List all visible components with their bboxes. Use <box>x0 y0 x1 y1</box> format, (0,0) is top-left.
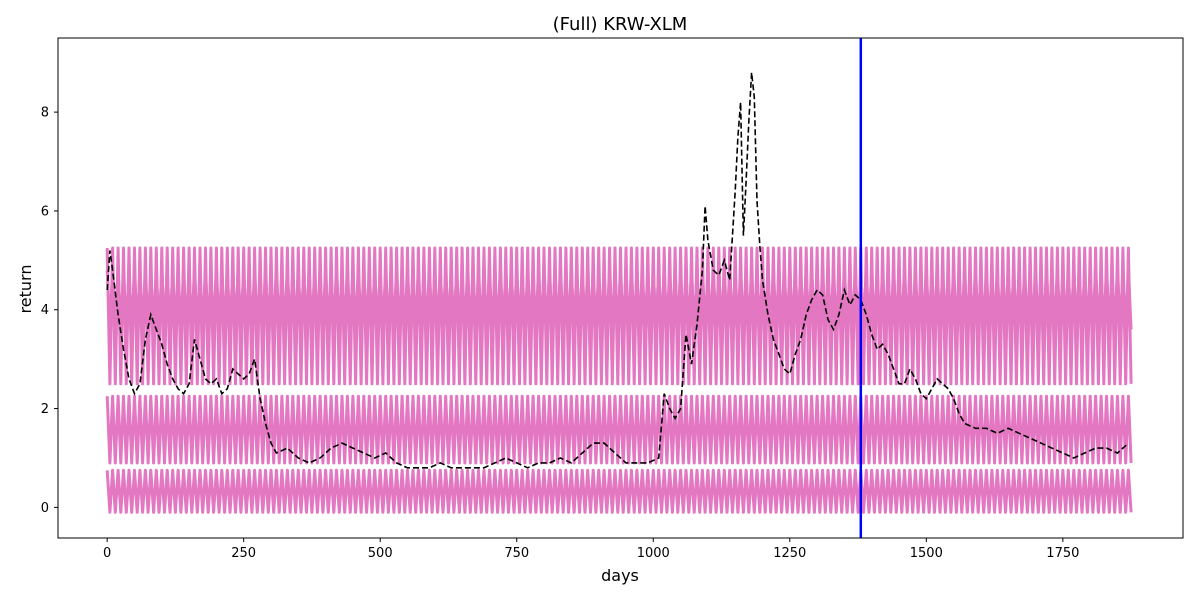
y-tick-label: 4 <box>41 303 49 318</box>
plot-frame <box>57 37 1184 539</box>
x-tick-label: 1000 <box>637 546 670 561</box>
y-tick-label: 2 <box>41 402 49 417</box>
y-tick-label: 6 <box>41 204 49 219</box>
x-tick-label: 1500 <box>910 546 943 561</box>
y-axis-label: return <box>16 265 35 314</box>
pink-band-1 <box>105 394 1133 465</box>
y-tick-label: 0 <box>41 501 49 516</box>
y-axis: 0 2 4 6 8 <box>41 106 58 516</box>
x-tick-label: 1750 <box>1046 546 1079 561</box>
x-tick-label: 1250 <box>773 546 806 561</box>
x-axis-label: days <box>601 566 639 585</box>
pink-band-3 <box>105 268 1133 331</box>
plot-area <box>105 38 1133 538</box>
x-axis: 0 250 500 750 1000 1250 1500 1750 <box>103 538 1079 561</box>
x-tick-label: 0 <box>103 546 111 561</box>
x-tick-label: 750 <box>504 546 529 561</box>
chart-title: (Full) KRW-XLM <box>553 14 688 35</box>
y-tick-label: 8 <box>41 106 49 121</box>
return-line <box>106 72 1129 469</box>
x-tick-label: 500 <box>368 546 393 561</box>
x-tick-label: 250 <box>231 546 256 561</box>
pink-band-0 <box>105 468 1133 514</box>
